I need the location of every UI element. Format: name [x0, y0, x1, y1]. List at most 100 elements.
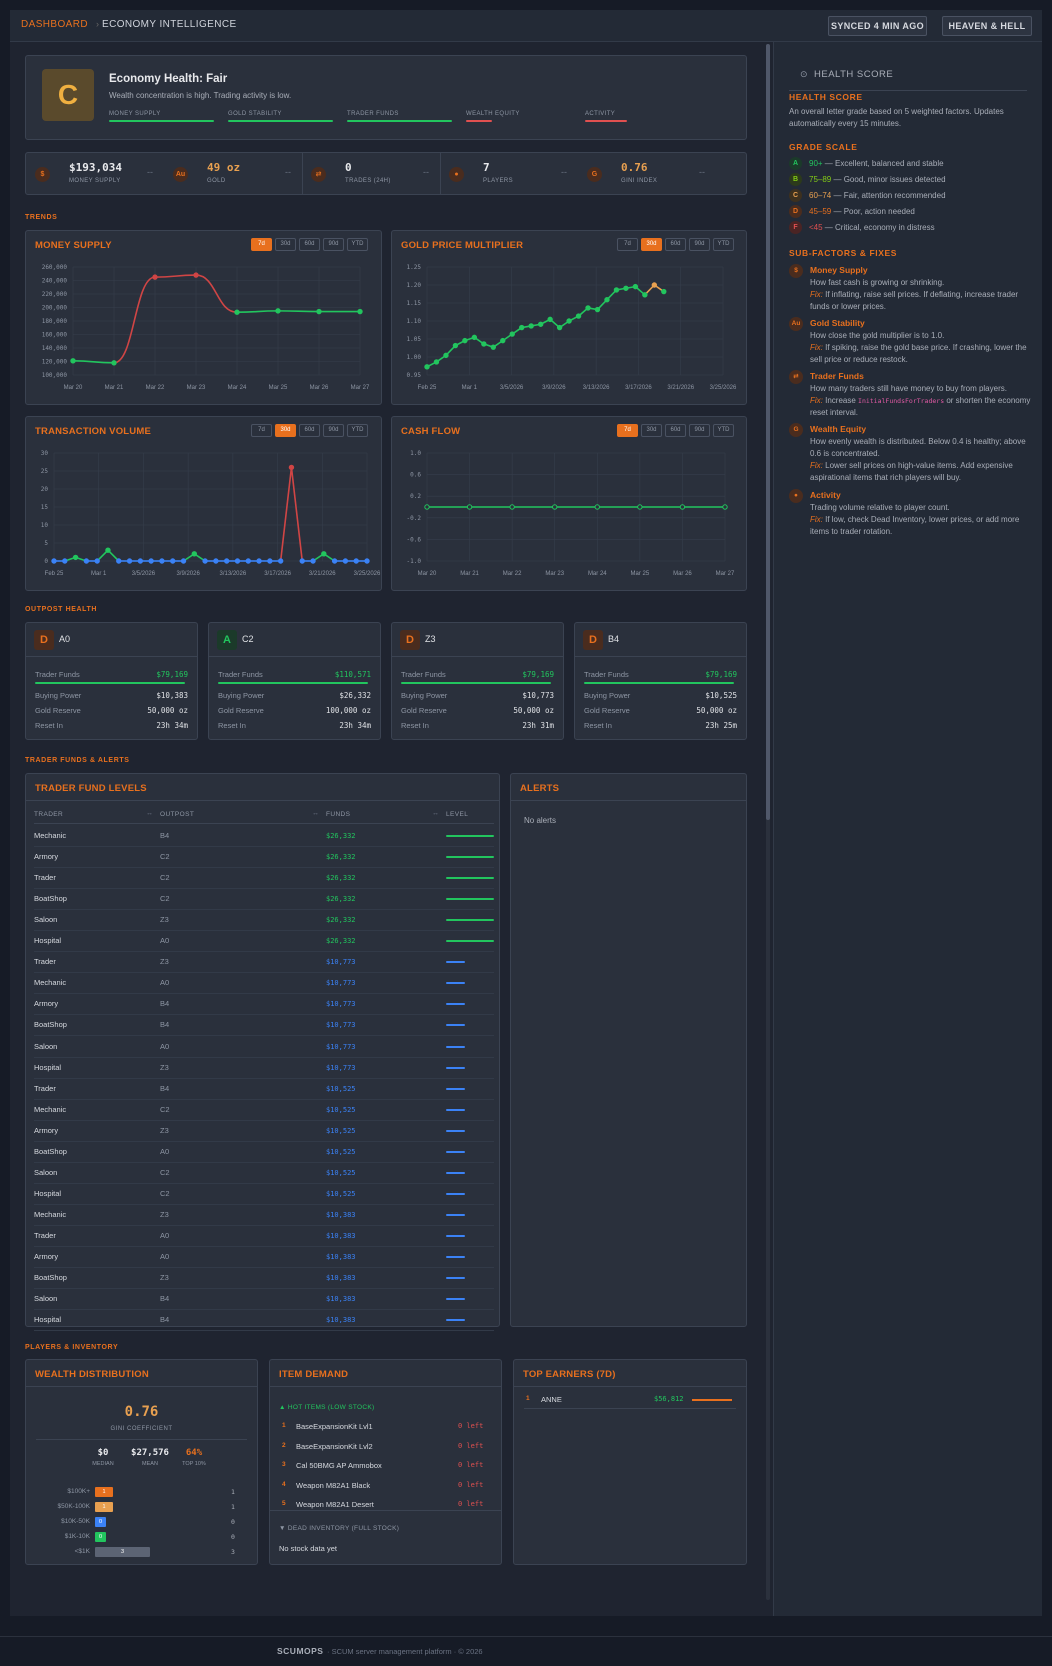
- table-row[interactable]: Hospital C2 $10,525: [34, 1184, 494, 1205]
- table-row[interactable]: Armory C2 $26,332: [34, 847, 494, 869]
- range-tab-60d[interactable]: 60d: [665, 238, 686, 251]
- trader-name: BoatShop: [34, 1273, 67, 1283]
- table-row[interactable]: Hospital B4 $10,383: [34, 1310, 494, 1332]
- column-header-trader[interactable]: TRADER: [34, 811, 64, 818]
- outpost-name: Z3: [425, 634, 436, 644]
- range-tab-90d[interactable]: 90d: [689, 424, 710, 437]
- main-scrollbar-track[interactable]: [766, 44, 770, 1600]
- range-tab-7d[interactable]: 7d: [617, 424, 638, 437]
- range-tab-60d[interactable]: 60d: [299, 424, 320, 437]
- range-tab-90d[interactable]: 90d: [689, 238, 710, 251]
- subfactor-icon: ⇄: [789, 370, 803, 384]
- table-row[interactable]: Trader B4 $10,525: [34, 1079, 494, 1100]
- trader-funds: $10,773: [326, 1042, 356, 1051]
- y-tick-label: 10: [41, 522, 49, 529]
- table-row[interactable]: Saloon B4 $10,383: [34, 1289, 494, 1311]
- outpost-card-z3[interactable]: D Z3 Trader Funds $79,169 Buying Power $10,77…: [391, 622, 564, 740]
- table-row[interactable]: Mechanic C2 $10,525: [34, 1100, 494, 1121]
- column-header-level[interactable]: LEVEL: [446, 811, 469, 818]
- footer-text: · SCUM server management platform · © 20…: [327, 1647, 483, 1656]
- range-tab-ytd[interactable]: YTD: [713, 424, 734, 437]
- item-demand-card: ITEM DEMAND ▲ HOT ITEMS (LOW STOCK) ▼ DE…: [269, 1359, 502, 1565]
- trader-outpost: B4: [160, 1020, 170, 1030]
- table-row[interactable]: Mechanic A0 $10,773: [34, 973, 494, 995]
- outpost-row-label: Reset In: [35, 721, 63, 730]
- help-heading-subfactors: SUB-FACTORS & FIXES: [789, 248, 898, 258]
- x-tick-label: 3/13/2026: [583, 385, 610, 391]
- outpost-row-value: 50,000 oz: [696, 706, 737, 715]
- outpost-card-c2[interactable]: A C2 Trader Funds $110,571 Buying Power $26,3…: [208, 622, 381, 740]
- trader-name: Trader: [34, 873, 56, 883]
- table-row[interactable]: Saloon C2 $10,525: [34, 1163, 494, 1184]
- trader-funds: $10,383: [326, 1316, 356, 1325]
- range-tab-30d[interactable]: 30d: [641, 238, 662, 251]
- table-row[interactable]: Hospital Z3 $10,773: [34, 1058, 494, 1079]
- stat-value: $193,034: [69, 161, 122, 174]
- outpost-grade: A: [217, 630, 237, 650]
- earner-name: ANNE: [541, 1395, 562, 1404]
- series-line-segment: [277, 310, 320, 313]
- breadcrumb-dashboard[interactable]: DASHBOARD: [21, 19, 88, 30]
- range-tab-ytd[interactable]: YTD: [347, 238, 368, 251]
- sort-icon[interactable]: ↔: [312, 810, 319, 817]
- range-tab-30d[interactable]: 30d: [275, 424, 296, 437]
- outpost-card-a0[interactable]: D A0 Trader Funds $79,169 Buying Power $10,38…: [25, 622, 198, 740]
- section-trader-funds: TRADER FUNDS & ALERTS: [25, 757, 130, 764]
- sort-icon[interactable]: ↔: [432, 810, 439, 817]
- table-row[interactable]: BoatShop C2 $26,332: [34, 889, 494, 911]
- range-tab-30d[interactable]: 30d: [275, 238, 296, 251]
- y-tick-label: 140,000: [42, 345, 68, 352]
- table-row[interactable]: Trader Z3 $10,773: [34, 952, 494, 974]
- column-header-outpost[interactable]: OUTPOST: [160, 811, 195, 818]
- earner-row[interactable]: 1 ANNE $56,812: [524, 1395, 736, 1409]
- table-row[interactable]: Armory A0 $10,383: [34, 1247, 494, 1268]
- help-panel-title: HEALTH SCORE: [814, 69, 894, 80]
- outpost-card-b4[interactable]: D B4 Trader Funds $79,169 Buying Power $10,52…: [574, 622, 747, 740]
- item-rank: 5: [282, 1500, 286, 1507]
- trader-funds: $10,525: [326, 1126, 356, 1135]
- range-tab-60d[interactable]: 60d: [665, 424, 686, 437]
- trader-funds: $26,332: [326, 832, 356, 840]
- data-point: [613, 287, 620, 293]
- stat-delta: --: [423, 167, 429, 177]
- range-tab-ytd[interactable]: YTD: [347, 424, 368, 437]
- x-tick-label: Mar 20: [418, 571, 437, 577]
- trader-name: Armory: [34, 999, 59, 1009]
- trader-name: Mechanic: [34, 831, 67, 840]
- range-tab-7d[interactable]: 7d: [251, 238, 272, 251]
- column-header-funds[interactable]: FUNDS: [326, 811, 351, 818]
- table-row[interactable]: BoatShop A0 $10,525: [34, 1142, 494, 1163]
- item-stock: 0 left: [458, 1500, 484, 1508]
- table-row[interactable]: Armory Z3 $10,525: [34, 1121, 494, 1142]
- range-tab-90d[interactable]: 90d: [323, 238, 344, 251]
- table-row[interactable]: Mechanic B4 $26,332: [34, 826, 494, 847]
- factor-bar: [228, 120, 333, 122]
- sort-icon[interactable]: ↔: [146, 810, 153, 817]
- sync-status-button[interactable]: SYNCED 4 MIN AGO: [828, 16, 927, 36]
- table-row[interactable]: Saloon A0 $10,773: [34, 1037, 494, 1058]
- range-tab-7d[interactable]: 7d: [251, 424, 272, 437]
- data-point: [661, 288, 667, 295]
- range-tab-7d[interactable]: 7d: [617, 238, 638, 251]
- table-row[interactable]: BoatShop B4 $10,773: [34, 1015, 494, 1037]
- table-row[interactable]: BoatShop Z3 $10,383: [34, 1268, 494, 1290]
- range-tab-60d[interactable]: 60d: [299, 238, 320, 251]
- server-selector-button[interactable]: HEAVEN & HELL: [942, 16, 1032, 36]
- table-row[interactable]: Trader C2 $26,332: [34, 868, 494, 890]
- range-tab-90d[interactable]: 90d: [323, 424, 344, 437]
- table-row[interactable]: Mechanic Z3 $10,383: [34, 1205, 494, 1226]
- table-row[interactable]: Trader A0 $10,383: [34, 1226, 494, 1247]
- dead-inventory-empty: No stock data yet: [279, 1544, 337, 1553]
- range-tab-30d[interactable]: 30d: [641, 424, 662, 437]
- grade-badge-b: B: [789, 173, 802, 186]
- outpost-row-label: Trader Funds: [218, 670, 263, 679]
- main-scrollbar-thumb[interactable]: [766, 44, 770, 820]
- table-row[interactable]: Armory B4 $10,773: [34, 994, 494, 1016]
- range-tab-ytd[interactable]: YTD: [713, 238, 734, 251]
- data-point: [364, 558, 370, 564]
- table-row[interactable]: Hospital A0 $26,332: [34, 931, 494, 953]
- table-row[interactable]: Saloon Z3 $26,332: [34, 910, 494, 932]
- subfactor-desc-text: How fast cash is growing or shrinking.: [810, 278, 945, 287]
- top-bar: DASHBOARD › ECONOMY INTELLIGENCE SYNCED …: [10, 10, 1042, 42]
- x-tick-label: 3/21/2026: [667, 385, 694, 391]
